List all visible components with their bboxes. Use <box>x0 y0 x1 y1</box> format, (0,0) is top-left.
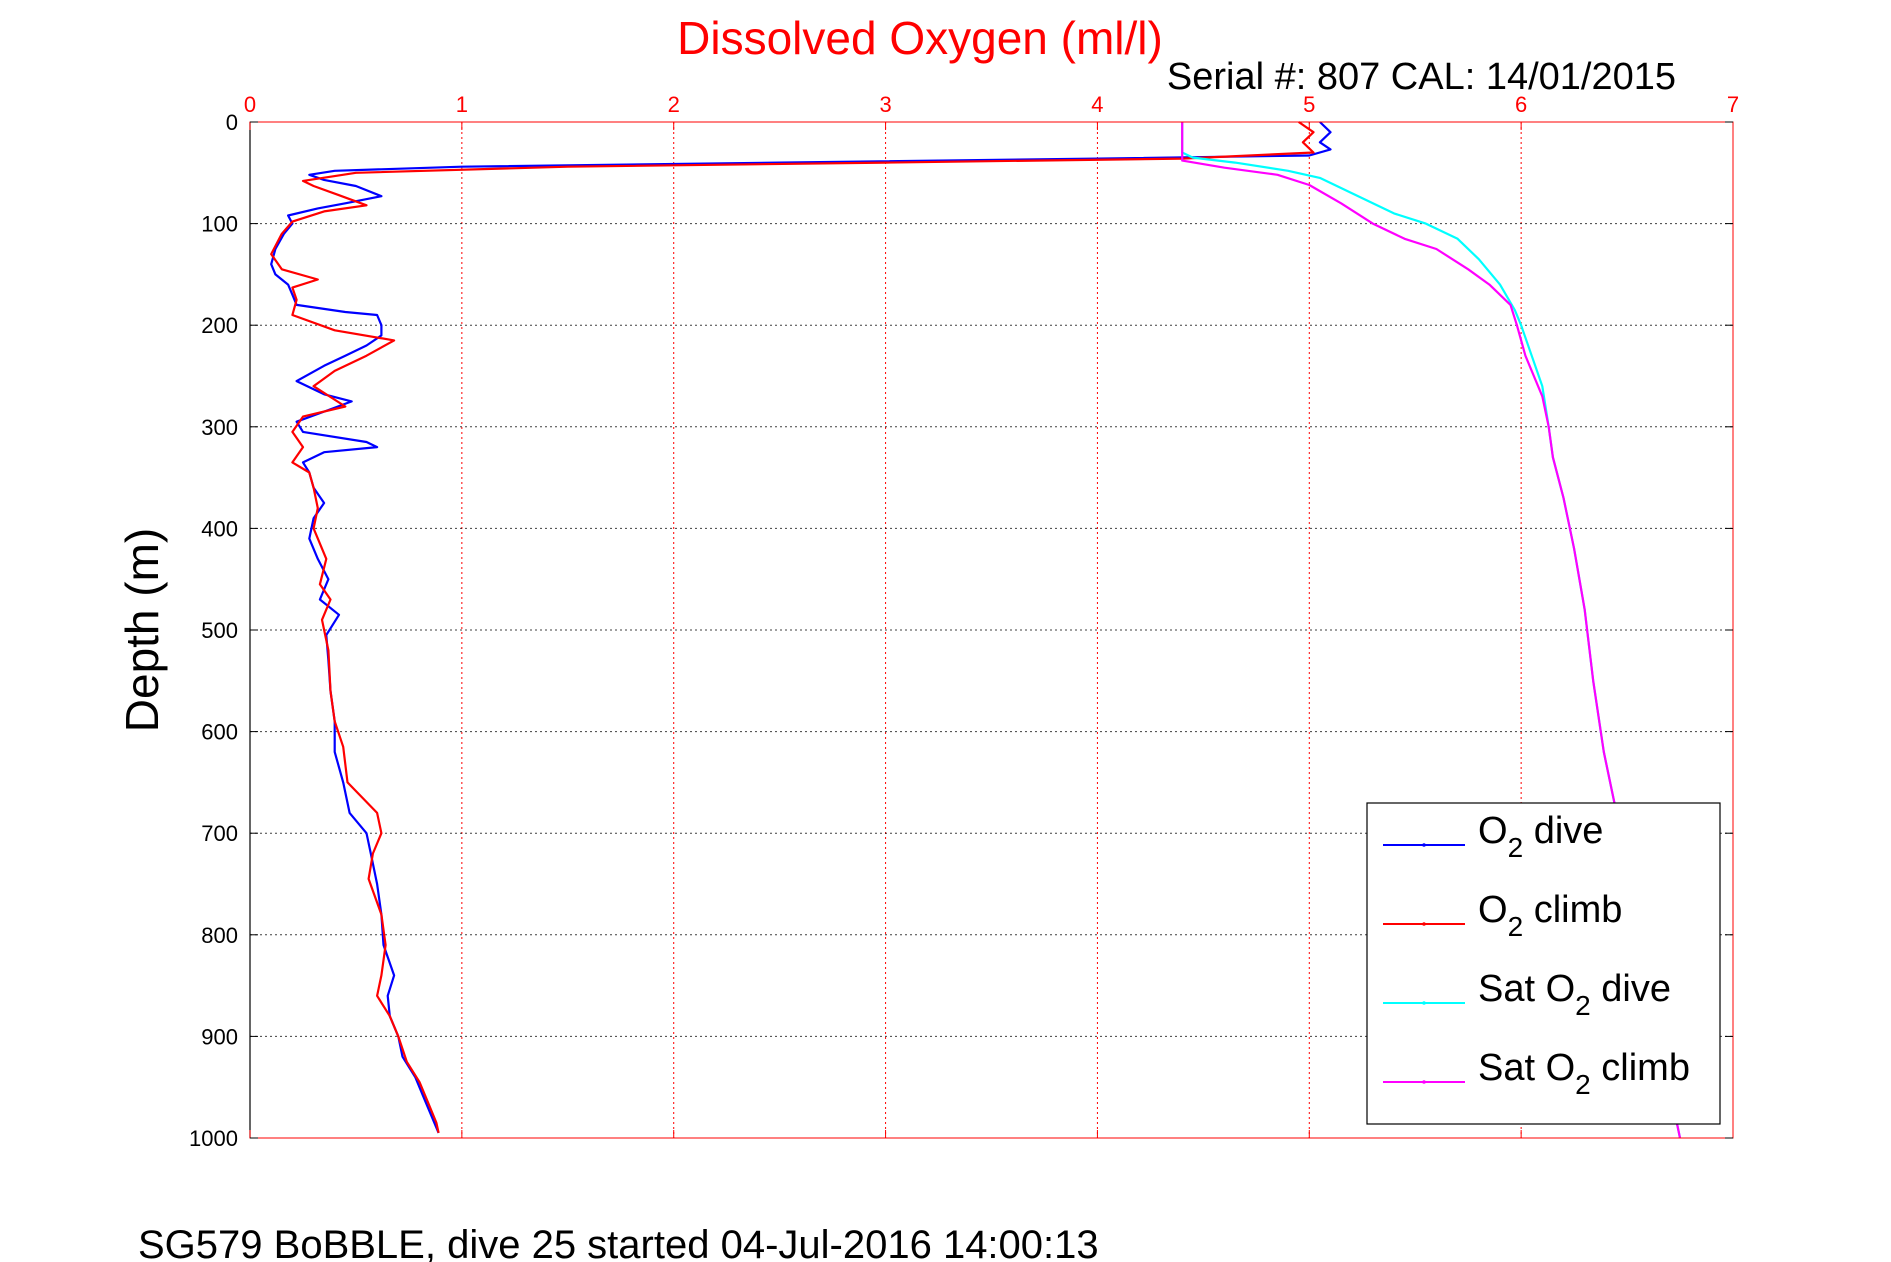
x-tick-label: 5 <box>1303 92 1315 117</box>
legend-label-rest: climb <box>1591 1047 1690 1089</box>
y-tick-label: 100 <box>201 212 238 237</box>
legend-label-main: Sat O <box>1478 1047 1575 1089</box>
series-line-o2-dive <box>270 121 1332 1134</box>
legend-label-sat-o2-climb: Sat O2 climb <box>1478 1047 1690 1100</box>
legend-label-main: O <box>1478 889 1508 931</box>
y-axis-ticks: 0 100 200 300 400 500 600 700 800 900 1000 <box>189 110 1733 1151</box>
legend-box <box>1366 802 1721 1125</box>
grid-lines <box>250 122 1733 1138</box>
y-tick-label: 800 <box>201 923 238 948</box>
legend-label-o2-climb: O2 climb <box>1478 889 1622 942</box>
x-tick-label: 6 <box>1515 92 1527 117</box>
y-tick-label: 1000 <box>189 1126 238 1151</box>
y-tick-label: 700 <box>201 821 238 846</box>
x-tick-label: 4 <box>1091 92 1103 117</box>
legend-label-o2-dive: O2 dive <box>1478 810 1603 863</box>
legend-marker-sat-o2-dive <box>1422 1001 1426 1005</box>
legend-label-subscript: 2 <box>1508 911 1524 942</box>
legend-marker-o2-climb <box>1422 922 1426 926</box>
y-axis-label: Depth (m) <box>116 528 168 732</box>
legend-label-rest: climb <box>1523 889 1622 931</box>
y-tick-label: 200 <box>201 313 238 338</box>
legend-label-subscript: 2 <box>1575 1069 1591 1100</box>
legend-marker-sat-o2-climb <box>1422 1080 1426 1084</box>
legend-label-subscript: 2 <box>1575 990 1591 1021</box>
legend-label-rest: dive <box>1591 968 1671 1010</box>
y-tick-label: 900 <box>201 1024 238 1049</box>
legend-label-main: O <box>1478 810 1508 852</box>
y-tick-label: 500 <box>201 618 238 643</box>
x-tick-label: 0 <box>244 92 256 117</box>
figure-caption: SG579 BoBBLE, dive 25 started 04-Jul-201… <box>138 1223 1099 1262</box>
x-tick-label: 2 <box>668 92 680 117</box>
x-tick-label: 1 <box>456 92 468 117</box>
y-tick-label: 300 <box>201 415 238 440</box>
x-tick-label: 3 <box>879 92 891 117</box>
legend-label-sat-o2-dive: Sat O2 dive <box>1478 968 1671 1021</box>
x-tick-label: 7 <box>1727 92 1739 117</box>
y-tick-label: 400 <box>201 516 238 541</box>
legend-label-rest: dive <box>1523 810 1603 852</box>
chart-title: Dissolved Oxygen (ml/l) <box>677 12 1163 64</box>
y-tick-label: 600 <box>201 720 238 745</box>
legend-marker-o2-dive <box>1422 843 1426 847</box>
serial-cal-label: Serial #: 807 CAL: 14/01/2015 <box>1167 56 1676 98</box>
x-axis-ticks: 0 1 2 3 4 5 6 7 <box>244 92 1739 1138</box>
legend-label-subscript: 2 <box>1508 832 1524 863</box>
legend-label-main: Sat O <box>1478 968 1575 1010</box>
y-tick-label: 0 <box>226 110 238 135</box>
series-line-o2-climb <box>270 121 1315 1134</box>
